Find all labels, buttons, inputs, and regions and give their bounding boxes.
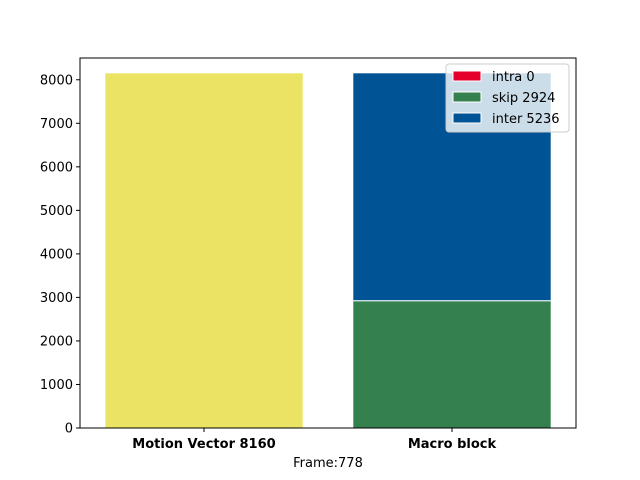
legend-swatch <box>452 70 482 82</box>
y-tick-label: 4000 <box>40 247 73 262</box>
plot-frame <box>79 57 577 429</box>
y-tick-label: 0 <box>65 422 73 437</box>
axes <box>79 57 577 429</box>
legend: intra 0 skip 2924 inter 5236 <box>445 63 570 133</box>
y-tick-label: 8000 <box>40 73 73 88</box>
legend-label: skip 2924 <box>492 91 555 106</box>
bar-series-2-cat-1 <box>352 300 552 429</box>
x-axis-ticks: Motion Vector 8160 Macro block <box>132 428 497 452</box>
legend-label: intra 0 <box>492 70 535 85</box>
x-category-label: Motion Vector 8160 <box>132 437 275 452</box>
y-tick-label: 6000 <box>40 160 73 175</box>
y-tick-label: 2000 <box>40 334 73 349</box>
y-tick-label: 7000 <box>40 117 73 132</box>
legend-swatch <box>452 112 482 124</box>
legend-label: inter 5236 <box>492 112 560 127</box>
y-axis-ticks: 0 1000 2000 3000 4000 5000 6000 7000 8000 <box>40 73 80 437</box>
x-category-label: Macro block <box>408 437 497 452</box>
bar-series-0-cat-0 <box>104 72 304 429</box>
x-axis-title: Frame:778 <box>293 456 363 471</box>
legend-swatch <box>452 91 482 103</box>
y-tick-label: 3000 <box>40 291 73 306</box>
y-tick-label: 5000 <box>40 204 73 219</box>
y-tick-label: 1000 <box>40 378 73 393</box>
